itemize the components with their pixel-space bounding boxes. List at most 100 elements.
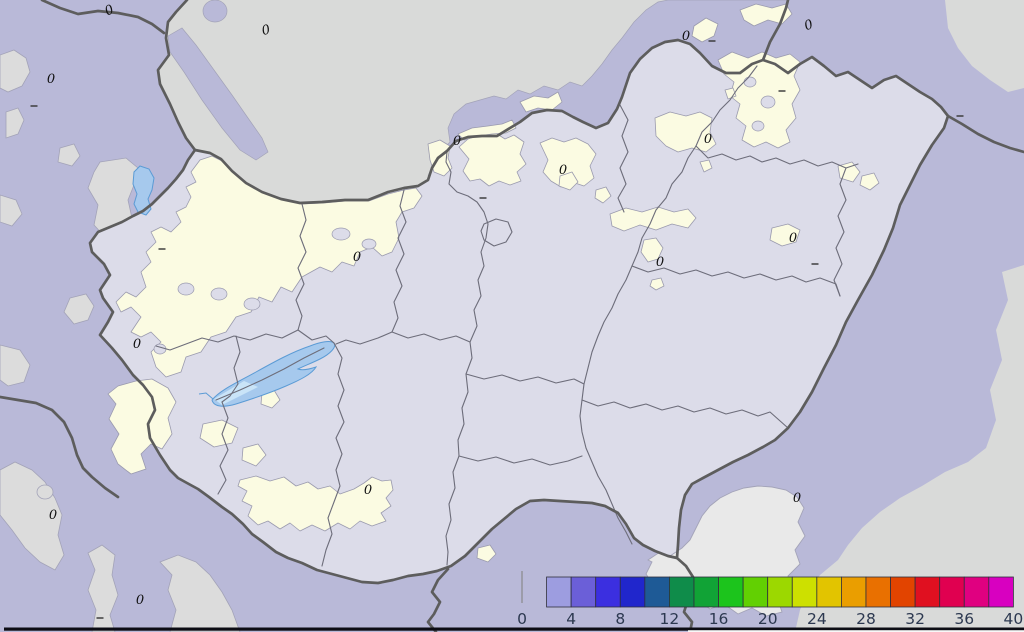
- contour-label-zero: 0: [136, 593, 144, 608]
- cream-patch: [558, 171, 579, 191]
- colorbar-box: [988, 576, 1014, 608]
- grey-patch: [159, 554, 241, 632]
- river-zala: [198, 392, 214, 400]
- cream-patch: [699, 159, 713, 173]
- lavender-blob-top: [202, 0, 228, 23]
- colorbar-box: [718, 576, 744, 608]
- cream-bukk: [654, 111, 717, 153]
- legend: 0 4 8 12 16 20 24 28 32 36 40: [517, 571, 1023, 628]
- colorbar-box: [619, 576, 646, 608]
- bottom-frame-under: [688, 630, 1024, 632]
- contour-label-zero: 0: [559, 163, 567, 178]
- cream-patch: [594, 186, 612, 204]
- cream-patch: [769, 223, 801, 247]
- cream-patch: [241, 443, 267, 467]
- colorbar-label: 40: [1004, 610, 1024, 628]
- nodata-ne-corner: [945, 0, 1024, 92]
- cream-borzsony-w: [458, 131, 527, 187]
- grey-patch: [0, 194, 23, 227]
- dash-marks: [30, 40, 964, 619]
- contour-label-zero: 0: [353, 250, 361, 265]
- county-line: [217, 401, 229, 495]
- colorbar-box: [644, 576, 670, 608]
- lavender-island: [743, 76, 757, 88]
- border-morava: [156, 0, 197, 152]
- border-hungary: [88, 38, 950, 585]
- colorbar-box: [693, 576, 719, 608]
- contour-label-zero: 0: [453, 134, 461, 149]
- cream-mecsek: [237, 475, 394, 532]
- county-line: [155, 329, 299, 351]
- colorbar-box: [742, 576, 769, 608]
- budapest-ring: [480, 218, 513, 247]
- colorbar-label: 12: [660, 610, 680, 628]
- cream-sk-patch: [519, 91, 563, 113]
- hungary-region: [90, 40, 948, 583]
- contour-label-zero: 0: [47, 72, 55, 87]
- contour-label-zero: 0: [49, 508, 57, 523]
- contour-label-zero: 0: [133, 337, 141, 352]
- colorbar-label: 28: [856, 610, 876, 628]
- county-line: [335, 189, 407, 345]
- lavender-island: [177, 282, 195, 296]
- legend-boxes: [546, 576, 1014, 608]
- colorbar-label: 32: [905, 610, 925, 628]
- cream-patch: [724, 87, 737, 100]
- border-hr-rs-danube: [426, 567, 450, 632]
- colorbar-label: 4: [566, 610, 576, 628]
- colorbar-label: 0: [517, 610, 527, 628]
- cream-patch: [859, 172, 880, 191]
- colorbar-box: [890, 576, 916, 608]
- colorbar-label: 16: [709, 610, 729, 628]
- cream-zemplen: [717, 51, 801, 149]
- nodata-se-edge: [795, 265, 1024, 632]
- county-line: [297, 329, 335, 344]
- cream-patch: [199, 419, 239, 448]
- lavender-island: [751, 120, 765, 132]
- balaton-axis-line: [215, 347, 325, 401]
- border-ro-ua: [946, 114, 1024, 154]
- cream-patch: [649, 277, 665, 291]
- contour-label-zero: 0: [260, 22, 272, 39]
- county-line: [458, 455, 583, 466]
- cream-matra: [609, 206, 697, 232]
- colorbar-label: 36: [954, 610, 974, 628]
- cream-sk-ne: [691, 17, 719, 43]
- county-line: [581, 399, 789, 429]
- border-sk-ua: [761, 0, 790, 62]
- county-line: [833, 167, 847, 297]
- contour-label-zero: 0: [364, 483, 372, 498]
- county-line: [465, 373, 585, 385]
- colorbar-box: [595, 576, 621, 608]
- lavender-island: [243, 297, 261, 311]
- colorbar-box: [546, 576, 572, 608]
- county-line: [391, 331, 471, 343]
- colorbar-label: 8: [615, 610, 625, 628]
- grey-patch: [36, 484, 54, 500]
- colorbar-box: [669, 576, 695, 608]
- grey-patch: [5, 107, 25, 139]
- lavender-island: [331, 227, 351, 241]
- county-borders: [155, 65, 859, 567]
- grey-patch: [57, 143, 81, 167]
- lavender-islands: [153, 76, 776, 355]
- border-at-cz: [40, 0, 166, 35]
- lavender-strip-bratislava: [167, 27, 269, 161]
- contour-label-zero: 0: [789, 231, 797, 246]
- legend-labels: 0 4 8 12 16 20 24 28 32 36 40: [517, 610, 1023, 628]
- cream-kisalfold: [115, 155, 423, 378]
- lake-ferto: [132, 165, 155, 216]
- county-line: [617, 104, 629, 213]
- grey-patch: [87, 544, 119, 632]
- lavender-island: [361, 238, 377, 250]
- cream-sk-ne2: [739, 3, 793, 27]
- lavender-island: [210, 287, 228, 301]
- colorbar-box: [570, 576, 597, 608]
- cream-patch: [640, 237, 664, 263]
- grey-patches: [0, 49, 241, 632]
- river-danube-line: [445, 151, 489, 566]
- contour-label-zero: 0: [682, 29, 690, 44]
- grey-patch: [63, 293, 95, 325]
- contour-label-zero: 0: [656, 255, 664, 270]
